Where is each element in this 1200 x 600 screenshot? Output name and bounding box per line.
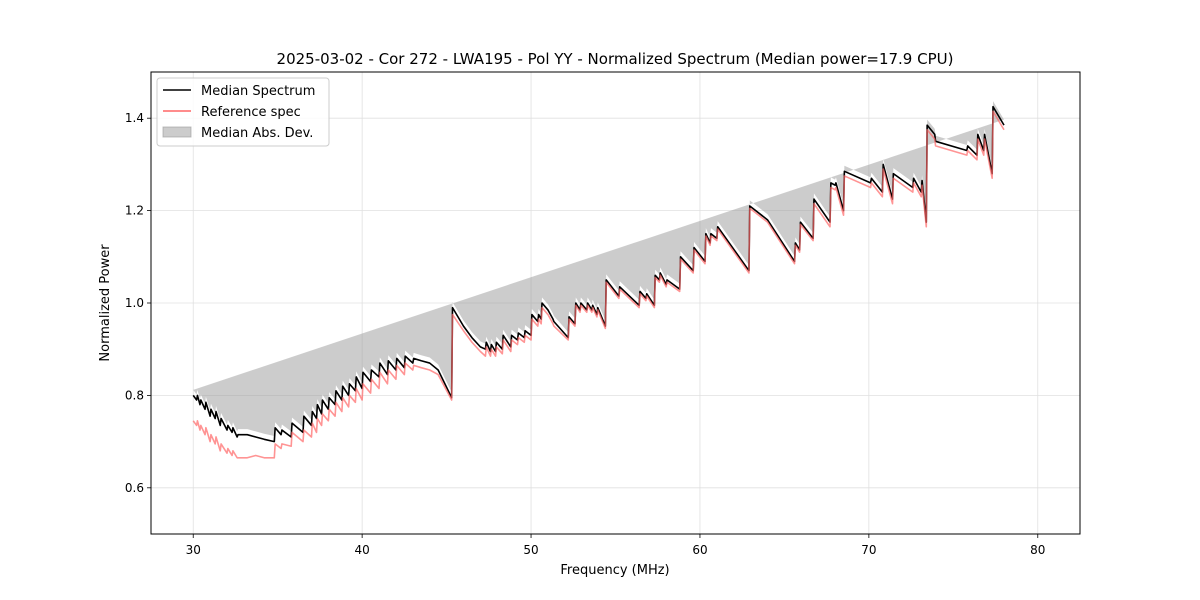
y-tick-label: 1.0 bbox=[125, 296, 144, 310]
legend-label-reference: Reference spec bbox=[201, 105, 301, 120]
reference-spectrum-line bbox=[192, 110, 1005, 459]
chart-title: 2025-03-02 - Cor 272 - LWA195 - Pol YY -… bbox=[277, 50, 954, 68]
x-axis-label: Frequency (MHz) bbox=[560, 563, 669, 578]
y-axis-ticks: 0.6 0.8 1.0 1.2 1.4 bbox=[125, 111, 151, 495]
y-tick-label: 0.6 bbox=[125, 481, 144, 495]
x-tick-label: 70 bbox=[861, 543, 876, 557]
x-tick-label: 60 bbox=[692, 543, 707, 557]
mad-band bbox=[193, 101, 1004, 437]
legend-box bbox=[156, 77, 330, 147]
legend-swatch-mad bbox=[162, 126, 192, 138]
plot-area bbox=[192, 101, 1005, 459]
x-tick-label: 40 bbox=[354, 543, 369, 557]
legend: Median Spectrum Reference spec Median Ab… bbox=[156, 77, 330, 147]
x-tick-label: 30 bbox=[186, 543, 201, 557]
y-tick-label: 0.8 bbox=[125, 388, 144, 402]
x-axis-ticks: 30 40 50 60 70 80 bbox=[186, 534, 1045, 557]
legend-label-median: Median Spectrum bbox=[201, 84, 315, 99]
legend-label-mad: Median Abs. Dev. bbox=[201, 126, 313, 141]
x-tick-label: 80 bbox=[1030, 543, 1045, 557]
y-axis-label: Normalized Power bbox=[98, 244, 113, 362]
y-tick-label: 1.2 bbox=[125, 204, 144, 218]
x-tick-label: 50 bbox=[523, 543, 538, 557]
y-tick-label: 1.4 bbox=[125, 111, 144, 125]
